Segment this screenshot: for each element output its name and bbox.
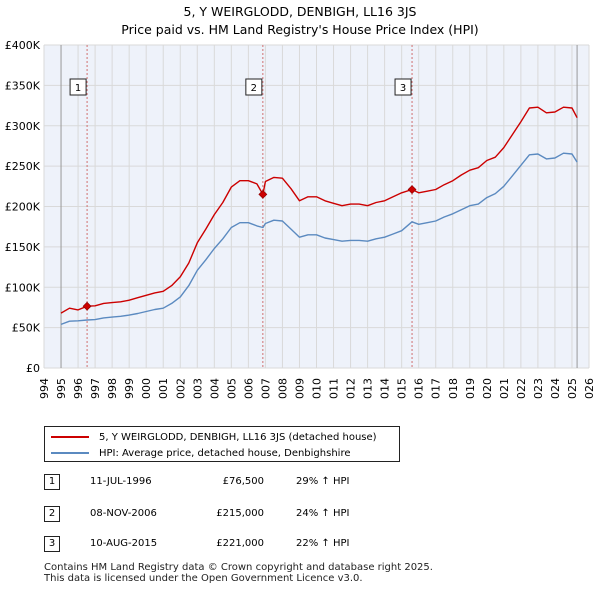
footer-copyright: Contains HM Land Registry data © Crown c…: [44, 562, 433, 573]
x-tick-label: 2002: [174, 378, 187, 400]
hpi-line: [60, 152, 578, 326]
y-tick-label: £300K: [5, 120, 41, 133]
x-tick-label: 2010: [311, 378, 324, 400]
sale-label-text: 2: [251, 83, 257, 94]
x-tick-label: 2005: [225, 378, 238, 400]
y-tick-label: £50K: [12, 322, 41, 335]
x-tick-label: 1995: [55, 378, 68, 400]
transaction-number: 1: [44, 474, 60, 490]
x-tick-label: 2019: [464, 378, 477, 400]
sale-points: [82, 185, 417, 311]
x-tick-label: 1996: [72, 378, 85, 400]
legend-item-hpi: HPI: Average price, detached house, Denb…: [51, 445, 350, 461]
chart-subtitle: Price paid vs. HM Land Registry's House …: [121, 22, 479, 37]
x-tick-label: 2007: [259, 378, 272, 400]
x-tick-label: 2026: [583, 378, 596, 400]
x-tick-label: 2020: [481, 378, 494, 400]
x-tick-label: 2008: [276, 378, 289, 400]
sale-label-text: 1: [75, 83, 81, 94]
y-tick-label: £150K: [5, 241, 41, 254]
table-row: 2 08-NOV-2006 £215,000 24% ↑ HPI: [44, 506, 444, 524]
transaction-change: 29% ↑ HPI: [296, 476, 350, 487]
x-tick-label: 2013: [362, 378, 375, 400]
x-tick-label: 2018: [447, 378, 460, 400]
x-tick-label: 2024: [549, 378, 562, 400]
x-tick-label: 2011: [328, 378, 341, 400]
sale-labels: 1 2 3: [69, 78, 412, 96]
property-price-line: [60, 106, 578, 314]
y-tick-label: £200K: [5, 201, 41, 214]
sale-marker-lines: [86, 45, 413, 368]
x-tick-label: 2009: [293, 378, 306, 400]
sale-label-text: 3: [400, 83, 406, 94]
x-tick-label: 1997: [89, 378, 102, 400]
transaction-date: 11-JUL-1996: [90, 476, 152, 487]
sale-label-1: 1: [69, 78, 87, 96]
y-tick-label: £0: [26, 362, 40, 375]
sale-label-box: [69, 78, 87, 96]
x-tick-label: 2022: [515, 378, 528, 400]
x-tick-label: 2000: [140, 378, 153, 400]
legend-label-property: 5, Y WEIRGLODD, DENBIGH, LL16 3JS (detac…: [99, 431, 377, 443]
footer-licence: This data is licensed under the Open Gov…: [44, 573, 363, 584]
x-tick-label: 2004: [208, 378, 221, 400]
sale-point-3: [407, 185, 417, 194]
transaction-number: 2: [44, 506, 60, 522]
y-tick-label: £100K: [5, 281, 41, 294]
price-chart: 1 2 3 £0 £50K £100K £150K £200K £250K £300K £350K…: [5, 39, 596, 400]
sale-label-box: [245, 78, 263, 96]
footer: Contains HM Land Registry data © Crown c…: [44, 562, 433, 584]
x-tick-label: 2003: [191, 378, 204, 400]
y-tick-label: £250K: [5, 160, 41, 173]
x-tick-label: 1999: [123, 378, 136, 400]
sale-label-2: 2: [245, 78, 263, 96]
table-row: 3 10-AUG-2015 £221,000 22% ↑ HPI: [44, 536, 444, 554]
grid: [43, 44, 590, 369]
y-axis-ticks: £0 £50K £100K £150K £200K £250K £300K £350K £400…: [5, 39, 41, 375]
x-tick-label: 2025: [566, 378, 579, 400]
legend-swatch-property: [51, 436, 89, 438]
chart-title: 5, Y WEIRGLODD, DENBIGH, LL16 3JS: [183, 4, 417, 19]
sale-point-2: [258, 189, 268, 199]
x-tick-label: 2006: [242, 378, 255, 400]
sale-label-box: [394, 78, 412, 96]
x-tick-label: 2017: [430, 378, 443, 400]
x-tick-label: 2023: [532, 378, 545, 400]
x-tick-label: 1998: [106, 378, 119, 400]
sale-label-3: 3: [394, 78, 412, 96]
x-tick-label: 2001: [157, 378, 170, 400]
transaction-date: 10-AUG-2015: [90, 538, 158, 549]
sale-point-1: [82, 301, 92, 311]
x-tick-label: 2016: [413, 378, 426, 400]
transaction-change: 24% ↑ HPI: [296, 508, 350, 519]
x-tick-label: 2015: [396, 378, 409, 400]
transaction-price: £221,000: [216, 538, 264, 549]
legend-swatch-hpi: [51, 452, 89, 454]
transaction-change: 22% ↑ HPI: [296, 538, 350, 549]
table-row: 1 11-JUL-1996 £76,500 29% ↑ HPI: [44, 474, 444, 492]
legend-label-hpi: HPI: Average price, detached house, Denb…: [99, 447, 351, 459]
x-tick-label: 2012: [345, 378, 358, 400]
transaction-price: £215,000: [216, 508, 264, 519]
y-tick-label: £400K: [5, 39, 41, 52]
y-tick-label: £350K: [5, 79, 41, 92]
x-tick-label: 2021: [498, 378, 511, 400]
transaction-date: 08-NOV-2006: [90, 508, 157, 519]
x-tick-label: 2014: [379, 378, 392, 400]
x-axis-ticks: 1994 1995 1996 1997 1998 1999 2000 2001 2002 2003…: [38, 378, 596, 400]
legend-item-property: 5, Y WEIRGLODD, DENBIGH, LL16 3JS (detac…: [51, 429, 377, 445]
x-tick-label: 1994: [38, 378, 51, 400]
legend: 5, Y WEIRGLODD, DENBIGH, LL16 3JS (detac…: [44, 426, 400, 462]
series-lines: [60, 106, 578, 326]
transaction-number: 3: [44, 536, 60, 552]
transaction-price: £76,500: [222, 476, 264, 487]
